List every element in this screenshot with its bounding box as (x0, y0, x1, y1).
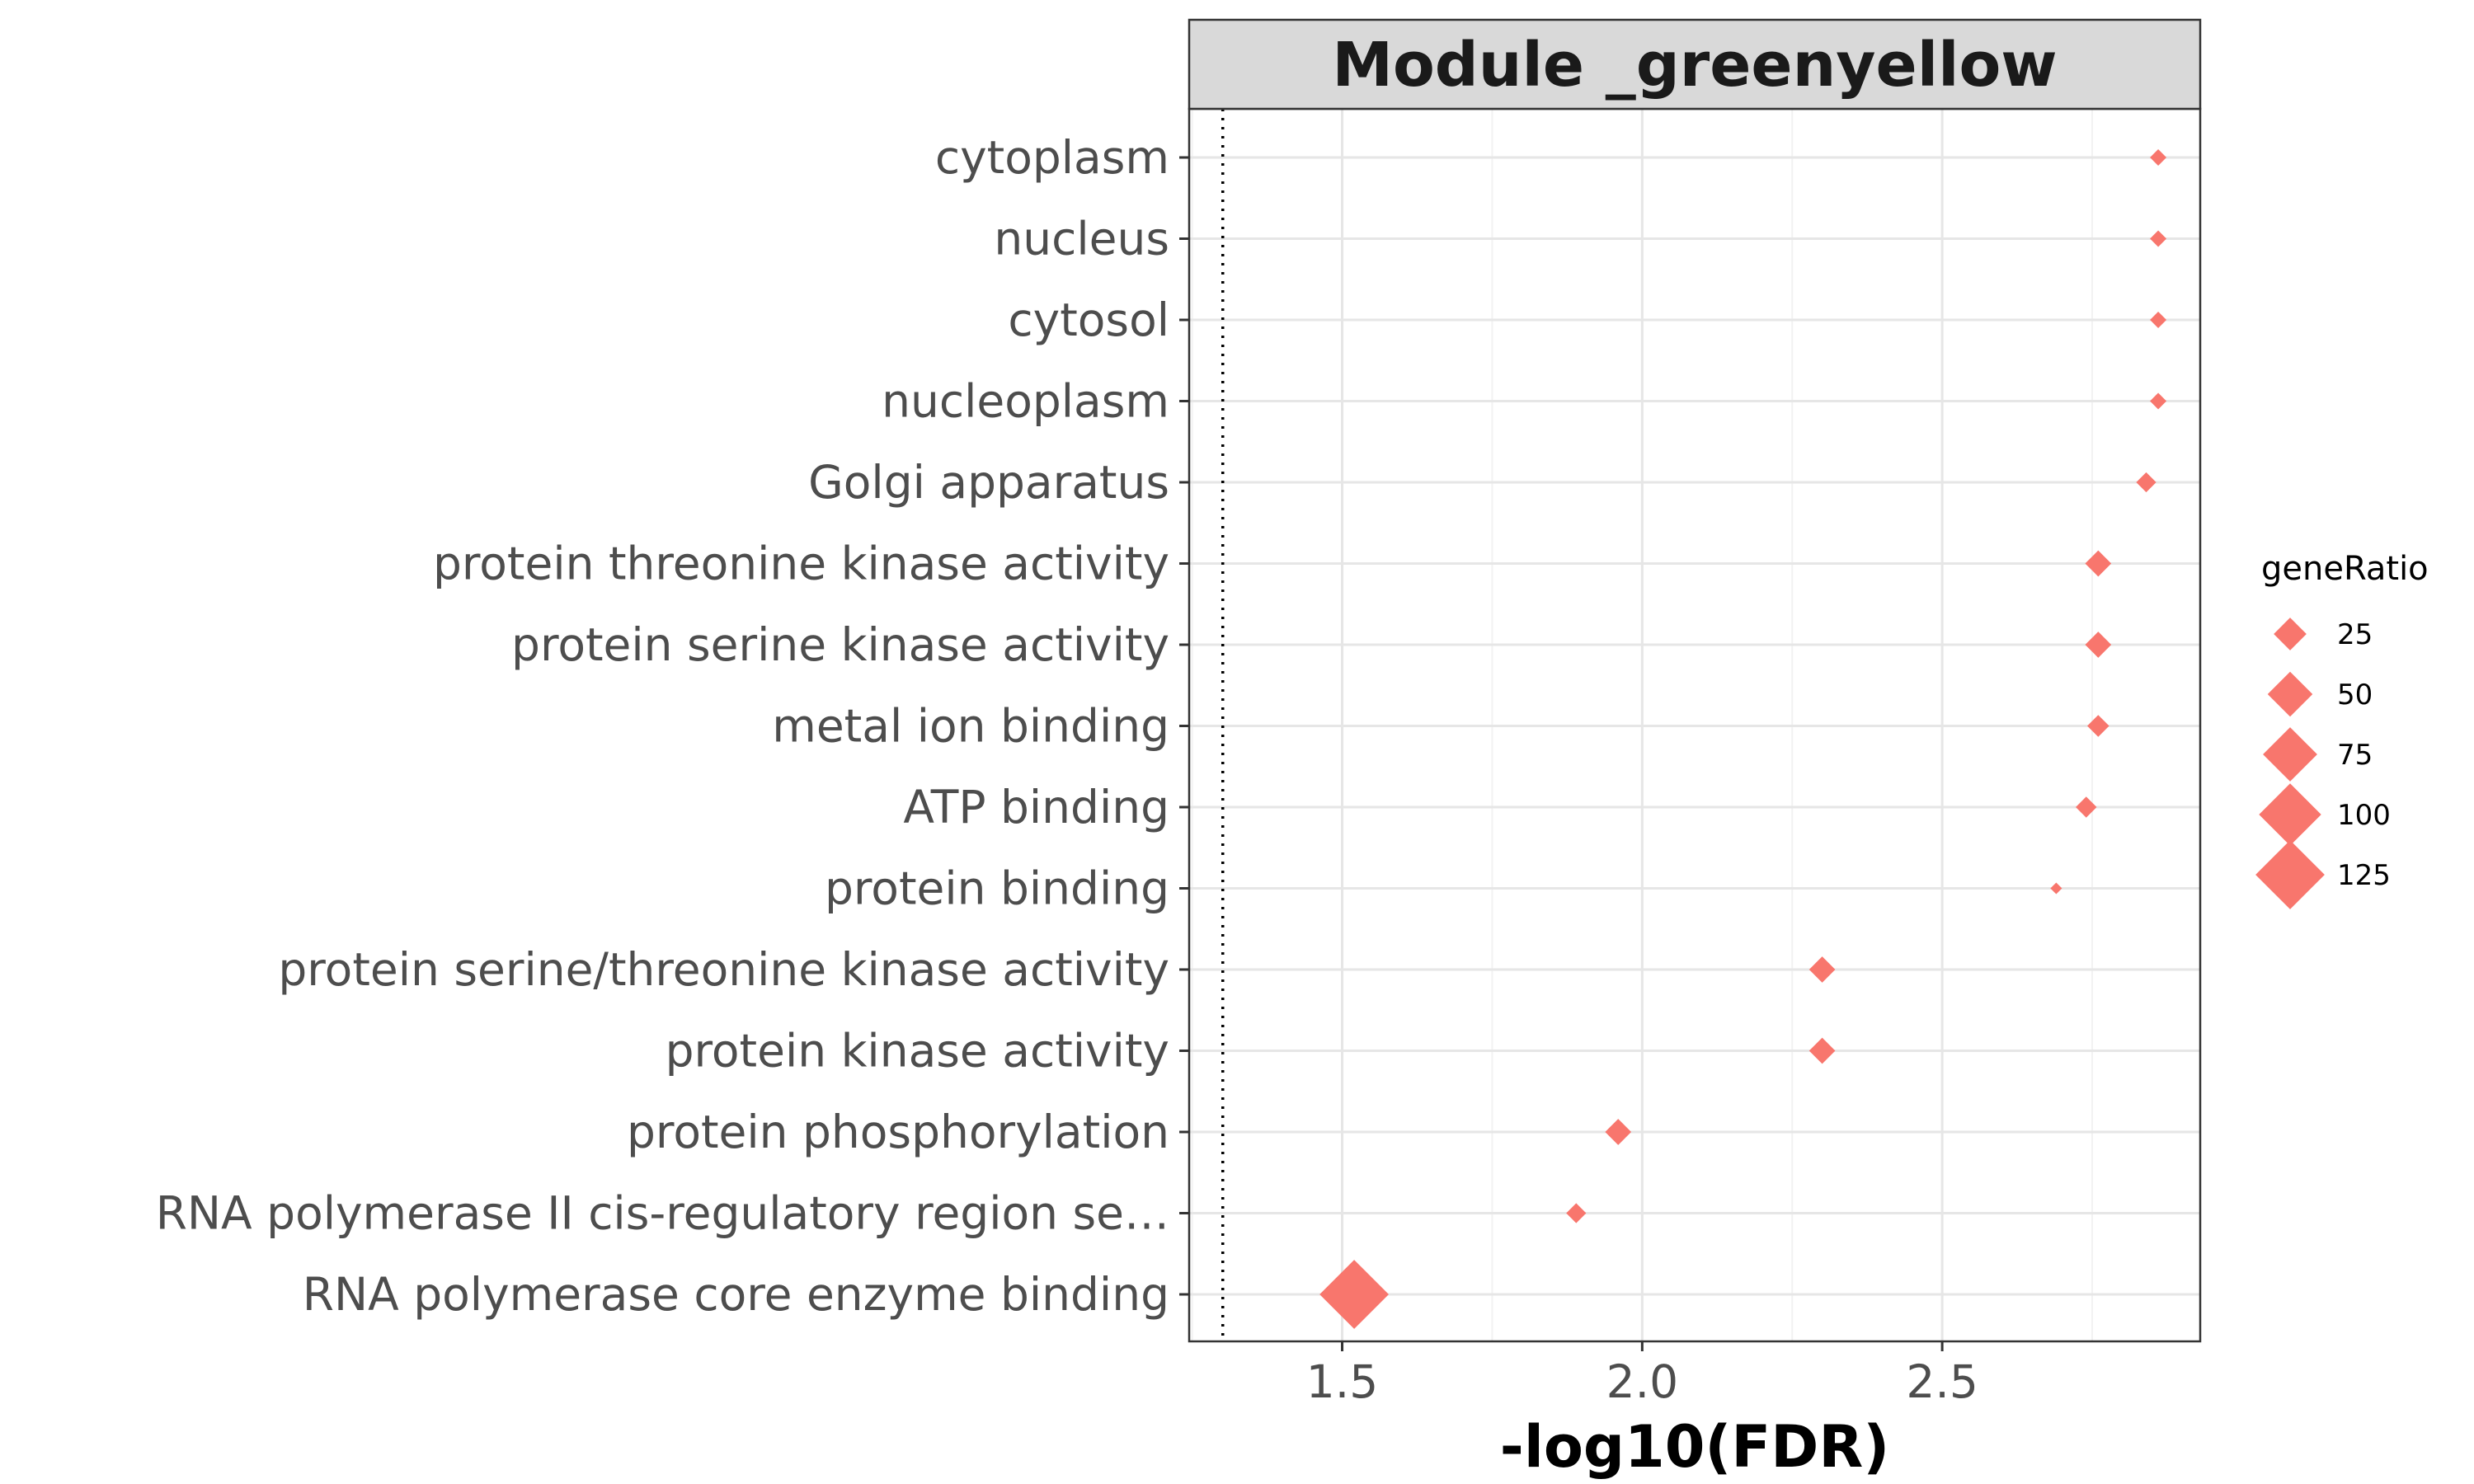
y-tick-label: protein binding (825, 862, 1169, 915)
x-axis-ticks: 1.5 2.0 2.5 (1306, 1341, 1978, 1408)
y-tick-label: ATP binding (903, 781, 1169, 834)
data-point (2085, 632, 2112, 658)
y-tick-label: RNA polymerase core enzyme binding (303, 1268, 1169, 1321)
y-tick-label: protein threonine kinase activity (433, 538, 1169, 590)
data-point (2150, 392, 2167, 410)
data-point (1319, 1260, 1390, 1329)
y-tick-label: RNA polymerase II cis-regulatory region … (156, 1187, 1169, 1240)
data-point (1605, 1119, 1632, 1145)
y-tick-label: nucleoplasm (882, 375, 1169, 428)
legend-key (2263, 727, 2317, 782)
y-tick-label: protein serine/threonine kinase activity (278, 943, 1169, 996)
legend-key (2259, 783, 2321, 846)
chart-title: Module _greenyellow (1332, 30, 2057, 101)
y-tick-label: metal ion binding (772, 700, 1169, 753)
data-point (2085, 550, 2112, 577)
legend-title: geneRatio (2261, 550, 2429, 588)
legend-label: 100 (2337, 799, 2391, 832)
data-point (2150, 149, 2167, 166)
x-tick-label: 2.5 (1906, 1355, 1978, 1408)
legend-label: 125 (2337, 859, 2391, 892)
x-tick-label: 1.5 (1306, 1355, 1378, 1408)
legend-label: 75 (2337, 739, 2373, 772)
facet-strip (1188, 18, 2202, 110)
grid (1189, 109, 2200, 1341)
data-point (2050, 882, 2062, 895)
data-point (2076, 796, 2097, 818)
y-tick-label: cytosol (1008, 294, 1169, 346)
data-point (1808, 1037, 1836, 1064)
data-point (1566, 1203, 1587, 1223)
y-tick-label: nucleus (994, 213, 1169, 265)
y-axis-labels: cytoplasm nucleus cytosol nucleoplasm Golgi … (156, 131, 1189, 1321)
data-point (2150, 312, 2167, 328)
x-tick-label: 2.0 (1606, 1355, 1678, 1408)
legend-key (2255, 840, 2325, 909)
legend-label: 25 (2337, 618, 2373, 651)
y-tick-label: cytoplasm (935, 131, 1169, 184)
legend-label: 50 (2337, 679, 2373, 711)
x-axis-title: -log10(FDR) (1500, 1413, 1889, 1481)
data-point (1808, 956, 1836, 983)
points (1319, 149, 2167, 1329)
legend-key (2267, 671, 2313, 717)
legend: geneRatio 25 50 75 100 125 (2255, 550, 2429, 909)
data-point (2087, 715, 2109, 737)
y-tick-label: Golgi apparatus (808, 456, 1169, 509)
data-point (2136, 472, 2157, 493)
y-tick-label: protein kinase activity (666, 1025, 1169, 1078)
legend-key (2274, 618, 2307, 650)
y-tick-label: protein serine kinase activity (511, 618, 1169, 671)
y-tick-label: protein phosphorylation (627, 1106, 1169, 1158)
data-point (2150, 230, 2167, 247)
